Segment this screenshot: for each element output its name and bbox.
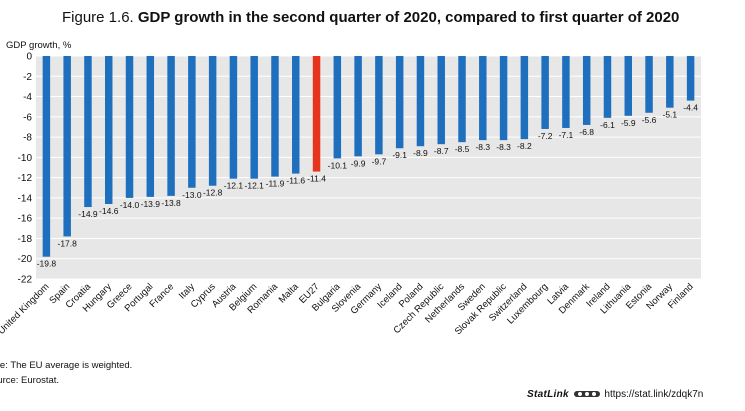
bar (458, 56, 466, 143)
data-label: -10.1 (328, 160, 348, 170)
data-label: -9.1 (392, 150, 407, 160)
bar (375, 56, 383, 155)
data-label: -11.4 (307, 174, 326, 184)
bar (104, 56, 113, 204)
data-label: -12.8 (203, 188, 223, 198)
bar (250, 56, 258, 179)
data-label: -17.8 (57, 238, 77, 248)
data-label: -14.0 (120, 200, 140, 210)
bar (188, 56, 196, 188)
bar (437, 56, 445, 145)
note-text: ote: The EU average is weighted. (0, 360, 133, 371)
bar (645, 56, 653, 113)
y-tick-label: -10 (18, 153, 33, 164)
bar (146, 56, 155, 197)
bar (84, 56, 92, 208)
y-tick-label: -16 (18, 214, 33, 225)
data-label: -6.8 (579, 127, 594, 137)
bar (416, 56, 425, 147)
y-tick-label: -22 (18, 275, 33, 286)
data-label: -11.6 (286, 176, 305, 186)
y-tick-label: -6 (23, 112, 32, 123)
y-axis-label: GDP growth, % (6, 40, 72, 51)
bar (125, 56, 134, 198)
data-label: -8.5 (455, 144, 470, 154)
y-tick-label: -2 (23, 72, 32, 83)
data-label: -19.8 (37, 259, 57, 269)
data-label: -14.9 (78, 209, 98, 219)
bar (499, 56, 508, 141)
bar (333, 56, 342, 159)
statlink: StatLink https://stat.link/zdqk7n (527, 389, 703, 400)
y-tick-label: -18 (18, 234, 33, 245)
data-label: -8.3 (496, 142, 511, 152)
bar (479, 56, 487, 141)
figure-label: Figure 1.6. (62, 9, 134, 26)
y-tick-label: -14 (18, 193, 33, 204)
bar (624, 56, 633, 116)
bar (42, 56, 51, 257)
statlink-url[interactable]: https://stat.link/zdqk7n (604, 389, 704, 400)
data-label: -6.1 (600, 120, 615, 130)
data-label: -9.7 (372, 156, 387, 166)
data-label: -7.2 (538, 131, 553, 141)
bar (520, 56, 529, 140)
bar (167, 56, 175, 196)
data-label: -4.4 (683, 103, 698, 113)
bar (229, 56, 238, 179)
data-label: -5.6 (642, 115, 657, 125)
bar (666, 56, 674, 108)
data-label: -14.6 (99, 206, 119, 216)
data-label: -8.7 (434, 146, 449, 156)
bar (395, 56, 404, 149)
statlink-brand: StatLink (527, 389, 569, 400)
bar (582, 56, 591, 125)
data-label: -12.1 (245, 181, 265, 191)
data-label: -7.1 (559, 130, 574, 140)
y-tick-label: -20 (18, 254, 33, 265)
chart-title: Figure 1.6. GDP growth in the second qua… (62, 9, 679, 26)
data-label: -13.8 (161, 198, 181, 208)
bar (603, 56, 612, 118)
data-label: -8.2 (517, 141, 532, 151)
statlink-logo-icon (573, 391, 600, 398)
data-label: -9.9 (351, 158, 366, 168)
bar (208, 56, 217, 186)
y-tick-label: 0 (26, 52, 32, 63)
bar (292, 56, 300, 174)
data-label: -12.1 (224, 181, 244, 191)
source-text: ource: Eurostat. (0, 375, 60, 386)
chart-notes: ote: The EU average is weighted. ource: … (0, 358, 132, 388)
plot-area (36, 56, 701, 279)
x-tick-label: United Kingdom (0, 281, 52, 337)
bar (312, 56, 321, 172)
bar (63, 56, 71, 237)
data-label: -8.3 (475, 142, 490, 152)
data-label: -13.0 (182, 190, 202, 200)
data-label: -5.9 (621, 118, 636, 128)
figure-title: GDP growth in the second quarter of 2020… (137, 9, 680, 26)
x-tick-label: Malta (277, 281, 302, 306)
data-label: -13.9 (141, 199, 161, 209)
y-tick-label: -4 (23, 92, 32, 103)
y-tick-label: -8 (23, 133, 32, 144)
data-label: -11.9 (266, 179, 285, 189)
data-label: -5.1 (663, 110, 678, 120)
bar (271, 56, 279, 177)
data-label: -8.9 (413, 148, 428, 158)
bar (562, 56, 570, 128)
bar (541, 56, 549, 129)
bar (354, 56, 362, 157)
y-tick-label: -12 (18, 173, 33, 184)
bar (686, 56, 695, 101)
